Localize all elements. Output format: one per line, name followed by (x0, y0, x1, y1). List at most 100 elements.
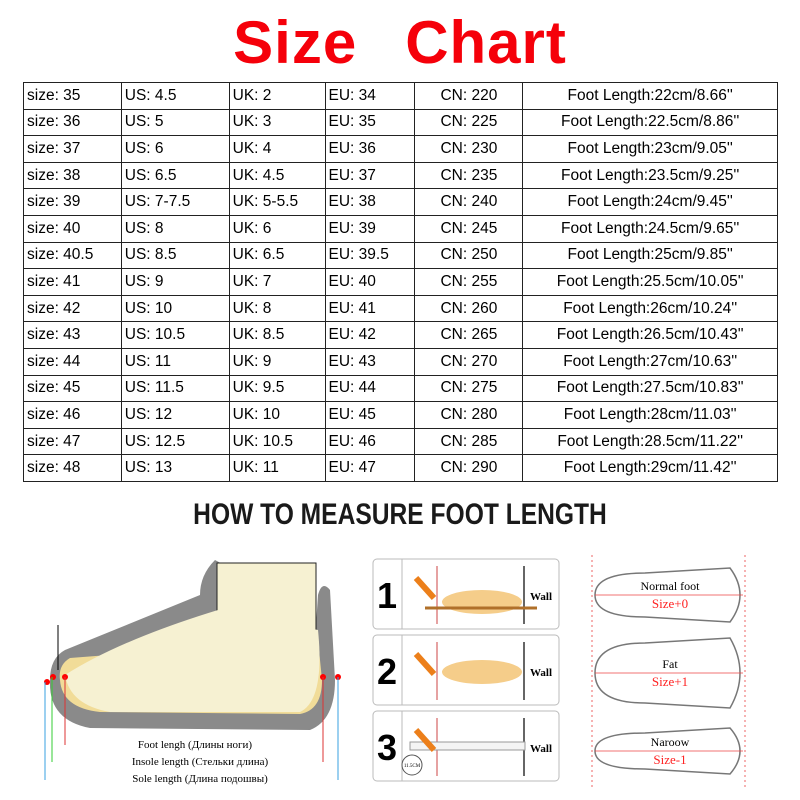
table-cell: EU: 42 (324, 321, 416, 349)
table-cell: Foot Length:26cm/10.24'' (522, 294, 778, 323)
table-cell: US: 4.5 (120, 82, 230, 110)
table-cell: EU: 40 (324, 268, 416, 296)
wall-label: Wall (530, 667, 552, 679)
foot-type-label: Fat (662, 657, 678, 671)
table-cell: CN: 240 (414, 188, 524, 216)
table-row: size: 40 US: 8 UK: 6 EU: 39 CN: 245 Foot Leng… (23, 214, 778, 243)
step-number: 2 (377, 651, 397, 692)
pencil-icon (413, 575, 437, 601)
wall-label: Wall (530, 743, 552, 755)
table-row: size: 39 US: 7-7.5 UK: 5-5.5 EU: 38 CN: 240 F… (23, 188, 778, 216)
table-cell: CN: 265 (414, 321, 524, 349)
table-cell: UK: 2 (228, 82, 326, 110)
table-cell: EU: 37 (324, 161, 416, 190)
table-row: size: 44 US: 11 UK: 9 EU: 43 CN: 270 Foot Len… (23, 347, 778, 376)
table-cell: CN: 235 (414, 161, 524, 190)
pencil-icon (413, 727, 437, 753)
table-cell: US: 11.5 (120, 374, 230, 403)
table-cell: UK: 10 (228, 401, 326, 429)
table-cell: Foot Length:28cm/11.03'' (522, 401, 778, 429)
section-heading: HOW TO MEASURE FOOT LENGTH (193, 498, 607, 531)
table-cell: size: 40.5 (23, 241, 122, 270)
table-row: size: 43 US: 10.5 UK: 8.5 EU: 42 CN: 265 Foot… (23, 321, 778, 349)
table-cell: EU: 34 (324, 82, 416, 110)
table-cell: CN: 245 (414, 214, 524, 243)
table-row: size: 40.5 US: 8.5 UK: 6.5 EU: 39.5 CN: 250 F… (23, 241, 778, 270)
table-row: size: 46 US: 12 UK: 10 EU: 45 CN: 280 Foot Le… (23, 401, 778, 429)
table-cell: EU: 46 (324, 427, 416, 456)
table-cell: size: 48 (23, 454, 122, 482)
table-cell: US: 12.5 (120, 427, 230, 456)
table-cell: CN: 255 (414, 268, 524, 296)
table-cell: CN: 285 (414, 427, 524, 456)
table-cell: CN: 220 (414, 82, 524, 110)
table-cell: Foot Length:24cm/9.45'' (522, 188, 778, 216)
foot-length-label: Foot lengh (Длины ноги) (138, 739, 252, 751)
table-cell: US: 12 (120, 401, 230, 429)
table-cell: CN: 250 (414, 241, 524, 270)
table-cell: Foot Length:22cm/8.66'' (522, 82, 778, 110)
table-cell: EU: 41 (324, 294, 416, 323)
measure-step-2: 2 Wall (372, 634, 560, 706)
table-cell: Foot Length:29cm/11.42'' (522, 454, 778, 482)
table-cell: EU: 43 (324, 347, 416, 376)
table-cell: EU: 35 (324, 108, 416, 137)
foot-outline-1: Normal foot Size+0 (594, 567, 743, 623)
table-cell: CN: 260 (414, 294, 524, 323)
page-title: Size Chart (0, 8, 800, 77)
table-cell: Foot Length:28.5cm/11.22'' (522, 427, 778, 456)
size-adjust-label: Size+1 (652, 674, 688, 689)
table-cell: size: 47 (23, 427, 122, 456)
table-cell: CN: 280 (414, 401, 524, 429)
table-cell: size: 41 (23, 268, 122, 296)
table-cell: EU: 39.5 (324, 241, 416, 270)
size-adjust-label: Size-1 (653, 752, 686, 767)
table-cell: EU: 44 (324, 374, 416, 403)
table-cell: UK: 6 (228, 214, 326, 243)
table-row: size: 47 US: 12.5 UK: 10.5 EU: 46 CN: 285 Foo… (23, 427, 778, 456)
table-cell: Foot Length:26.5cm/10.43'' (522, 321, 778, 349)
table-row: size: 48 US: 13 UK: 11 EU: 47 CN: 290 Foot Le… (23, 454, 778, 482)
foot-type-label: Naroow (651, 735, 690, 749)
foot-outline-3: Naroow Size-1 (594, 727, 743, 775)
table-row: size: 41 US: 9 UK: 7 EU: 40 CN: 255 Foot Leng… (23, 268, 778, 296)
table-row: size: 35 US: 4.5 UK: 2 EU: 34 CN: 220 Foot Le… (23, 82, 778, 110)
table-cell: EU: 36 (324, 135, 416, 163)
table-cell: size: 43 (23, 321, 122, 349)
table-cell: CN: 290 (414, 454, 524, 482)
table-row: size: 37 US: 6 UK: 4 EU: 36 CN: 230 Foot Leng… (23, 135, 778, 163)
table-cell: size: 42 (23, 294, 122, 323)
foot-outline-2: Fat Size+1 (594, 637, 743, 709)
table-cell: Foot Length:23cm/9.05'' (522, 135, 778, 163)
wall-label: Wall (530, 591, 552, 603)
shoe-cross-section-illustration: Foot lengh (Длины ноги) Insole length (С… (44, 560, 341, 785)
table-cell: Foot Length:25cm/9.85'' (522, 241, 778, 270)
table-cell: US: 8.5 (120, 241, 230, 270)
table-cell: US: 6 (120, 135, 230, 163)
table-cell: Foot Length:23.5cm/9.25'' (522, 161, 778, 190)
table-cell: US: 7-7.5 (120, 188, 230, 216)
table-cell: size: 35 (23, 82, 122, 110)
table-cell: US: 10 (120, 294, 230, 323)
sole-length-label: Sole length (Длина подошвы) (132, 773, 268, 785)
size-adjust-label: Size+0 (652, 596, 688, 611)
measure-step-1: 1 Wall (372, 558, 560, 630)
ruler-reading: 11.5CM (404, 764, 421, 769)
table-cell: EU: 39 (324, 214, 416, 243)
table-cell: Foot Length:27cm/10.63'' (522, 347, 778, 376)
table-cell: Foot Length:22.5cm/8.86'' (522, 108, 778, 137)
table-cell: UK: 3 (228, 108, 326, 137)
title-word-size: Size (233, 9, 358, 76)
table-cell: size: 45 (23, 374, 122, 403)
table-cell: UK: 7 (228, 268, 326, 296)
table-cell: EU: 38 (324, 188, 416, 216)
table-cell: CN: 225 (414, 108, 524, 137)
table-cell: US: 11 (120, 347, 230, 376)
insole-length-label: Insole length (Стельки длина) (132, 756, 269, 768)
table-cell: EU: 45 (324, 401, 416, 429)
table-cell: size: 39 (23, 188, 122, 216)
table-cell: US: 10.5 (120, 321, 230, 349)
step-number: 1 (377, 575, 397, 616)
table-row: size: 45 US: 11.5 UK: 9.5 EU: 44 CN: 275 Foot… (23, 374, 778, 403)
table-cell: UK: 6.5 (228, 241, 326, 270)
